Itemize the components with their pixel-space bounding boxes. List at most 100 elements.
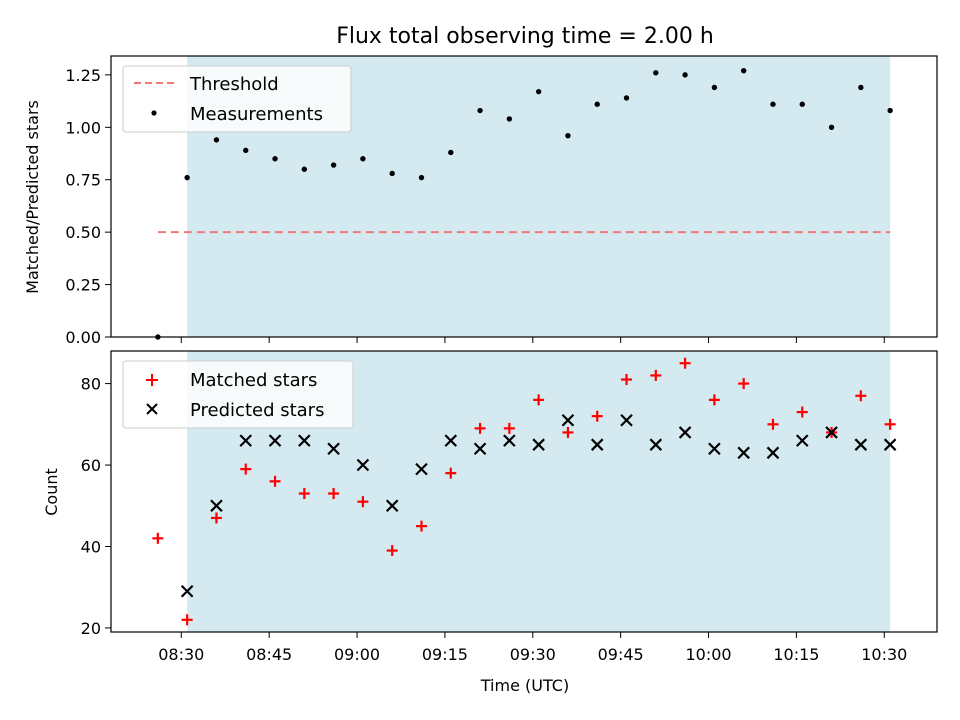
measurements-point xyxy=(330,162,337,168)
matched-stars-point xyxy=(796,406,808,418)
predicted-stars-point xyxy=(883,438,897,451)
top-y-tick-label: 1.00 xyxy=(65,118,101,137)
predicted-stars-point xyxy=(561,413,575,427)
measurements-point xyxy=(272,156,278,162)
matched-stars-point xyxy=(269,475,281,487)
top-y-tick-label: 0.00 xyxy=(65,328,101,347)
predicted-stars-point xyxy=(268,434,282,447)
measurements-point xyxy=(711,84,718,91)
measurements-point xyxy=(448,149,454,156)
x-tick-label: 08:45 xyxy=(246,645,292,664)
measurements-point xyxy=(506,116,513,122)
x-tick-label: 09:30 xyxy=(510,645,556,664)
top-plot-frame xyxy=(110,55,938,338)
x-tick-label: 08:30 xyxy=(158,645,204,664)
matched-stars-point xyxy=(591,410,603,422)
measurements-point xyxy=(858,84,864,91)
predicted-stars-point xyxy=(444,434,458,447)
bottom-panel: 20 40 60 80 08:30 08:45 09:00 09:15 09:30 09:45 10… xyxy=(42,350,938,695)
bottom-y-tick-label: 60 xyxy=(81,456,101,475)
measurements-point xyxy=(770,101,776,107)
legend-matched-label: Matched stars xyxy=(190,370,317,391)
predicted-stars-point xyxy=(825,426,838,439)
predicted-stars-point xyxy=(298,434,311,447)
matched-stars-point xyxy=(679,357,691,369)
matched-stars-point xyxy=(503,422,515,434)
measurements-point xyxy=(653,70,659,76)
measurements-point xyxy=(828,124,835,130)
predicted-stars-point xyxy=(356,458,370,472)
matched-stars-point xyxy=(621,374,633,386)
bottom-y-tick-label: 40 xyxy=(81,537,101,556)
x-tick-label: 09:00 xyxy=(334,645,380,664)
predicted-stars-point xyxy=(503,434,516,447)
measurements-point xyxy=(623,95,630,101)
bottom-plot-frame xyxy=(110,350,938,633)
legend-threshold-label: Threshold xyxy=(189,74,279,95)
top-panel: 0.00 0.25 0.50 0.75 1.00 1.25 Matched/Predict… xyxy=(23,55,938,347)
measurements-point xyxy=(887,107,893,114)
predicted-stars-point xyxy=(620,413,633,427)
measurements-point xyxy=(389,170,395,177)
measurements-point xyxy=(477,107,483,114)
predicted-stars-point xyxy=(590,438,604,451)
bottom-legend-box xyxy=(122,360,354,429)
top-legend: Threshold Measurements xyxy=(122,65,352,133)
predicted-stars-point xyxy=(678,426,692,439)
legend-predicted-swatch xyxy=(146,403,158,415)
predicted-stars-point xyxy=(649,438,663,451)
predicted-stars-point xyxy=(532,438,545,451)
top-y-tick-label: 0.75 xyxy=(65,171,101,190)
predicted-stars-point xyxy=(854,438,868,451)
matched-stars-point xyxy=(855,390,867,402)
top-y-axis-label: Matched/Predicted stars xyxy=(23,100,42,294)
predicted-stars-point xyxy=(737,446,750,460)
top-y-tick-label: 0.50 xyxy=(65,223,101,242)
predicted-stars-point xyxy=(385,499,399,513)
predicted-stars-point xyxy=(708,442,721,456)
measurements-point xyxy=(184,174,190,181)
measurements-point xyxy=(535,88,542,95)
predicted-stars-point xyxy=(327,442,340,456)
predicted-stars-point xyxy=(473,442,487,456)
bottom-y-tick-label: 80 xyxy=(81,375,101,394)
legend-matched-swatch xyxy=(146,374,158,386)
predicted-stars-point xyxy=(795,434,809,447)
matched-stars-point xyxy=(884,418,896,430)
matched-stars-point xyxy=(152,532,164,544)
measurements-point xyxy=(799,101,805,107)
matched-stars-point xyxy=(738,378,750,390)
bottom-y-axis-label: Count xyxy=(42,468,61,516)
measurements-point xyxy=(594,101,600,107)
matched-stars-point xyxy=(650,369,662,381)
measurements-point xyxy=(740,67,747,74)
bottom-legend: Matched stars Predicted stars xyxy=(122,360,354,429)
matched-stars-point xyxy=(298,488,310,500)
x-tick-label: 09:45 xyxy=(598,645,644,664)
matched-stars-point xyxy=(708,394,720,406)
top-y-tick-label: 1.25 xyxy=(65,66,101,85)
matched-stars-point xyxy=(562,426,574,438)
matched-stars-point xyxy=(767,418,779,430)
measurements-point xyxy=(301,166,308,172)
bottom-y-tick-label: 20 xyxy=(81,619,101,638)
matched-stars-point xyxy=(328,488,340,500)
legend-predicted-label: Predicted stars xyxy=(190,400,324,421)
matched-stars-point xyxy=(181,614,193,626)
matched-stars-point xyxy=(210,512,222,524)
predicted-stars-point xyxy=(415,462,428,476)
matched-stars-point xyxy=(357,496,369,508)
legend-measurements-swatch xyxy=(151,110,157,116)
matched-stars-point xyxy=(533,394,545,406)
chart-title: Flux total observing time = 2.00 h xyxy=(336,24,714,49)
x-tick-label: 09:15 xyxy=(422,645,468,664)
measurements-point xyxy=(213,137,220,143)
legend-measurements-label: Measurements xyxy=(190,104,323,125)
measurements-point xyxy=(418,174,425,181)
x-tick-label: 10:00 xyxy=(685,645,731,664)
matched-stars-point xyxy=(474,422,486,434)
measurements-point xyxy=(565,132,571,139)
x-axis-label: Time (UTC) xyxy=(480,676,569,695)
top-y-tick-label: 0.25 xyxy=(65,276,101,295)
